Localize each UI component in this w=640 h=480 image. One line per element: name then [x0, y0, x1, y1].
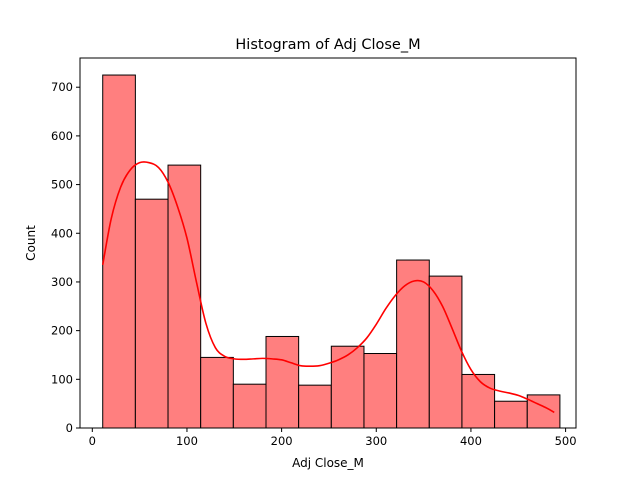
histogram-bar-1: [102, 74, 136, 429]
y-tick-label: 300: [51, 275, 73, 289]
y-tick-label: 0: [66, 421, 73, 435]
histogram-bar-3: [167, 164, 202, 429]
x-tick-label: 300: [365, 434, 387, 448]
histogram-bar-11: [428, 275, 463, 429]
kde-curve: [101, 161, 555, 414]
y-tick-label: 400: [51, 226, 73, 240]
y-tick-label: 200: [51, 324, 73, 338]
x-tick-label: 200: [271, 434, 293, 448]
y-tick-label: 500: [51, 178, 73, 192]
y-tick-label: 600: [51, 129, 73, 143]
y-tick-label: 700: [51, 80, 73, 94]
histogram-bar-14: [526, 394, 561, 429]
y-tick-label: 100: [51, 372, 73, 386]
histogram-bar-7: [298, 384, 332, 429]
y-axis-label: Count: [24, 225, 38, 261]
histogram-bar-6: [265, 335, 300, 429]
histogram-bar-8: [330, 345, 365, 429]
histogram-bar-5: [232, 383, 267, 429]
x-tick-label: 400: [460, 434, 482, 448]
histogram-bar-9: [363, 353, 398, 429]
x-tick-label: 0: [89, 434, 96, 448]
x-axis-ticks: 0 100 200 300 400 500: [89, 428, 577, 448]
x-axis-label: Adj Close_M: [292, 456, 364, 470]
histogram-bar-12: [461, 373, 496, 429]
y-axis-ticks: 0 100 200 300 400 500 600 700: [51, 80, 80, 435]
x-tick-label: 100: [176, 434, 198, 448]
chart-title: Histogram of Adj Close_M: [235, 37, 420, 53]
histogram-bar-13: [494, 400, 528, 429]
histogram-bar-2: [134, 198, 169, 429]
histogram-bars: [102, 74, 561, 429]
x-tick-label: 500: [555, 434, 577, 448]
plot-frame: [79, 57, 577, 429]
histogram-bar-10: [396, 259, 430, 429]
histogram-bar-4: [200, 356, 234, 429]
